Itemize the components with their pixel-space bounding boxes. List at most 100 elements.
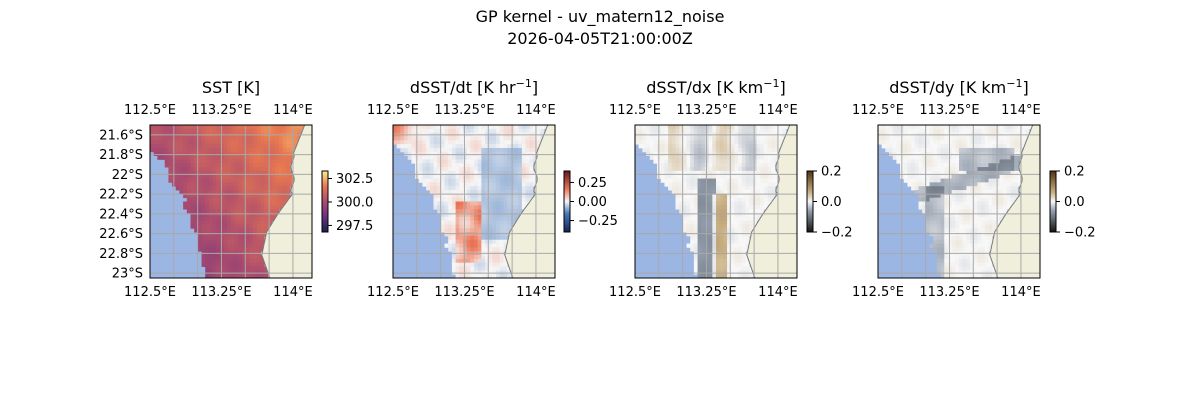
heatmap-cell bbox=[433, 197, 438, 202]
heatmap-cell bbox=[752, 216, 757, 222]
heatmap-cell bbox=[227, 170, 232, 176]
heatmap-cell bbox=[716, 224, 721, 229]
heatmap-cell bbox=[227, 266, 232, 271]
heatmap-cell bbox=[738, 125, 743, 130]
heatmap-cell bbox=[682, 193, 687, 199]
heatmap-cell bbox=[734, 174, 739, 179]
heatmap-cell bbox=[496, 155, 501, 160]
heatmap-cell bbox=[492, 212, 497, 218]
heatmap-cell bbox=[679, 151, 684, 157]
heatmap-cell bbox=[219, 228, 225, 233]
heatmap-cell bbox=[470, 182, 475, 187]
heatmap-cell bbox=[253, 232, 258, 237]
heatmap-cell bbox=[907, 163, 912, 168]
heatmap-cell bbox=[723, 186, 728, 191]
heatmap-cell bbox=[485, 170, 490, 176]
heatmap-cell bbox=[481, 232, 486, 237]
panel-title: dSST/dy [K km−1] bbox=[889, 77, 1028, 97]
heatmap-cell bbox=[716, 186, 721, 191]
heatmap-cell bbox=[981, 151, 986, 157]
heatmap-cell bbox=[440, 147, 445, 153]
heatmap-cell bbox=[459, 255, 464, 260]
heatmap-cell bbox=[708, 274, 713, 279]
heatmap-cell bbox=[212, 212, 217, 218]
heatmap-cell bbox=[771, 144, 776, 149]
heatmap-cell bbox=[988, 159, 993, 164]
heatmap-cell bbox=[242, 262, 247, 267]
heatmap-cell bbox=[407, 155, 412, 160]
heatmap-cell bbox=[682, 182, 687, 187]
heatmap-cell bbox=[940, 147, 945, 153]
heatmap-cell bbox=[507, 140, 512, 145]
heatmap-cell bbox=[727, 220, 732, 225]
heatmap-cell bbox=[981, 220, 986, 225]
heatmap-cell bbox=[496, 163, 501, 168]
heatmap-cell bbox=[400, 136, 405, 141]
heatmap-cell bbox=[194, 178, 199, 183]
heatmap-cell bbox=[219, 212, 225, 218]
heatmap-cell bbox=[977, 258, 982, 264]
heatmap-cell bbox=[396, 140, 401, 145]
colorbar-tick-label: 0.2 bbox=[821, 165, 842, 180]
heatmap-cell bbox=[716, 170, 721, 176]
heatmap-cell bbox=[911, 140, 916, 145]
heatmap-cell bbox=[679, 174, 684, 179]
heatmap-cell bbox=[730, 174, 735, 179]
figure-subtitle: 2026-04-05T21:00:00Z bbox=[507, 29, 693, 48]
heatmap-cell bbox=[451, 125, 456, 130]
heatmap-cell bbox=[962, 232, 967, 237]
heatmap-cell bbox=[440, 159, 445, 164]
heatmap-cell bbox=[157, 147, 162, 153]
heatmap-cell bbox=[981, 128, 986, 134]
heatmap-cell bbox=[760, 128, 765, 134]
heatmap-cell bbox=[933, 170, 938, 176]
heatmap-cell bbox=[947, 212, 953, 218]
heatmap-cell bbox=[271, 178, 276, 183]
heatmap-cell bbox=[738, 190, 743, 195]
heatmap-cell bbox=[448, 159, 453, 164]
heatmap-cell bbox=[727, 262, 732, 267]
heatmap-cell bbox=[719, 159, 724, 164]
heatmap-cell bbox=[767, 163, 772, 168]
heatmap-cell bbox=[455, 170, 460, 176]
heatmap-cell bbox=[1010, 128, 1015, 134]
heatmap-cell bbox=[671, 163, 676, 168]
heatmap-cell bbox=[205, 167, 210, 172]
heatmap-cell bbox=[1003, 186, 1008, 191]
heatmap-cell bbox=[734, 163, 739, 168]
heatmap-cell bbox=[708, 193, 713, 199]
heatmap-cell bbox=[992, 216, 997, 222]
heatmap-cell bbox=[242, 128, 247, 134]
heatmap-cell bbox=[914, 190, 919, 195]
heatmap-cell bbox=[223, 212, 228, 218]
heatmap-cell bbox=[734, 144, 739, 149]
heatmap-cell bbox=[429, 144, 434, 149]
heatmap-cell bbox=[201, 174, 206, 179]
heatmap-cell bbox=[940, 209, 945, 214]
heatmap-cell bbox=[168, 174, 173, 179]
heatmap-cell bbox=[756, 140, 761, 145]
heatmap-cell bbox=[190, 224, 195, 229]
heatmap-cell bbox=[212, 266, 217, 271]
heatmap-cell bbox=[462, 216, 468, 222]
heatmap-cell bbox=[264, 128, 269, 134]
heatmap-cell bbox=[529, 128, 534, 134]
heatmap-cell bbox=[918, 136, 923, 141]
heatmap-cell bbox=[459, 159, 464, 164]
heatmap-cell bbox=[668, 167, 673, 172]
heatmap-cell bbox=[723, 197, 728, 202]
heatmap-cell bbox=[267, 147, 272, 153]
heatmap-cell bbox=[1010, 186, 1015, 191]
heatmap-cell bbox=[745, 274, 750, 279]
heatmap-cell bbox=[723, 193, 728, 199]
heatmap-cell bbox=[933, 239, 938, 244]
heatmap-cell bbox=[256, 178, 261, 183]
heatmap-cell bbox=[973, 136, 978, 141]
heatmap-cell bbox=[690, 155, 695, 160]
heatmap-cell bbox=[455, 212, 460, 218]
heatmap-cell bbox=[767, 197, 772, 202]
heatmap-cell bbox=[763, 125, 768, 130]
heatmap-cell bbox=[249, 125, 254, 130]
heatmap-cell bbox=[256, 270, 261, 275]
heatmap-cell bbox=[219, 258, 225, 264]
